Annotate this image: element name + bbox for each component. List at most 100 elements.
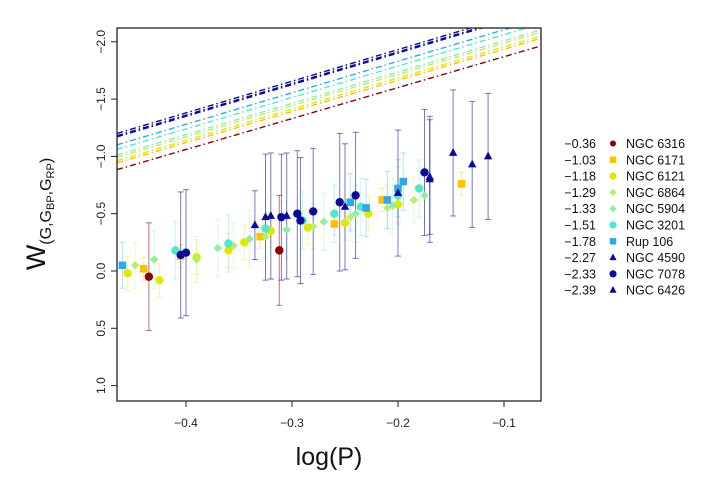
data-point bbox=[275, 246, 284, 255]
data-point bbox=[330, 220, 339, 228]
y-axis: −2.0 −1.5 −1.0 −0.5 0.0 0.5 1.0 bbox=[94, 30, 117, 394]
data-point bbox=[139, 264, 148, 273]
fit-line bbox=[117, 28, 513, 146]
legend-label: NGC 6171 bbox=[626, 153, 685, 167]
y-axis-title: W(G,GBP,GRP) bbox=[21, 158, 57, 270]
legend-metallicity: −2.27 bbox=[564, 251, 596, 265]
data-point bbox=[409, 195, 419, 205]
legend-metallicity: −1.33 bbox=[564, 202, 596, 216]
data-point bbox=[293, 209, 302, 218]
data-point bbox=[144, 272, 154, 281]
legend-metallicity: −1.18 bbox=[564, 170, 596, 184]
legend-item: −2.33 NGC 7078 bbox=[564, 267, 685, 281]
data-point bbox=[282, 225, 291, 234]
data-point bbox=[420, 191, 429, 200]
legend-marker-icon bbox=[609, 205, 617, 213]
legend-marker-icon bbox=[609, 172, 617, 180]
data-point bbox=[130, 261, 140, 270]
legend-marker-icon bbox=[609, 238, 617, 245]
data-point bbox=[266, 211, 275, 219]
data-point bbox=[383, 203, 392, 213]
fit-line bbox=[117, 28, 473, 135]
y-tick-label: −1.5 bbox=[94, 87, 108, 111]
y-tick-label: −1.0 bbox=[94, 144, 108, 168]
legend-label: NGC 7078 bbox=[626, 267, 685, 281]
fit-line bbox=[117, 45, 541, 171]
data-point bbox=[383, 196, 392, 204]
legend-item: −1.03 NGC 6171 bbox=[564, 153, 685, 167]
data-points bbox=[118, 148, 493, 285]
data-point bbox=[340, 201, 350, 210]
data-point bbox=[393, 188, 403, 197]
fit-line bbox=[117, 28, 485, 138]
legend-label: NGC 6864 bbox=[626, 186, 685, 200]
data-point bbox=[245, 234, 254, 244]
data-point bbox=[309, 222, 318, 231]
legend-metallicity: −2.33 bbox=[564, 267, 596, 281]
legend-label: NGC 6316 bbox=[626, 137, 685, 151]
data-point bbox=[415, 184, 424, 193]
data-point bbox=[483, 151, 493, 160]
data-point bbox=[256, 232, 264, 241]
data-point bbox=[457, 180, 466, 188]
fit-lines bbox=[117, 28, 541, 171]
data-point bbox=[309, 207, 318, 216]
legend-metallicity: −0.36 bbox=[564, 137, 596, 151]
x-tick-label: −0.3 bbox=[280, 416, 304, 430]
data-point bbox=[330, 209, 339, 218]
data-point bbox=[335, 198, 344, 207]
legend: −0.36 NGC 6316−1.03 NGC 6171−1.18 NGC 6121−… bbox=[564, 137, 685, 298]
y-tick-label: −0.5 bbox=[94, 202, 108, 226]
data-point bbox=[192, 255, 201, 264]
plot-frame bbox=[116, 27, 542, 402]
data-point bbox=[448, 148, 458, 156]
x-tick-label: −0.4 bbox=[174, 416, 198, 430]
legend-marker-icon bbox=[609, 253, 617, 261]
fit-line bbox=[117, 29, 541, 156]
data-point bbox=[240, 238, 249, 247]
legend-item: −0.36 NGC 6316 bbox=[564, 137, 685, 151]
legend-marker-icon bbox=[609, 221, 617, 229]
y-tick-label: 0.5 bbox=[94, 320, 108, 337]
legend-item: −1.18 NGC 6121 bbox=[564, 170, 685, 184]
y-tick-label: −2.0 bbox=[94, 30, 108, 54]
legend-marker-icon bbox=[609, 270, 617, 278]
data-point bbox=[150, 255, 159, 264]
legend-metallicity: −2.39 bbox=[564, 284, 596, 298]
legend-marker-icon bbox=[610, 140, 616, 147]
legend-item: −1.33 NGC 5904 bbox=[564, 202, 685, 216]
data-point bbox=[399, 177, 408, 186]
data-point bbox=[319, 217, 328, 226]
x-axis: −0.4 −0.3 −0.2 −0.1 bbox=[174, 401, 516, 430]
data-point bbox=[420, 168, 429, 177]
data-point bbox=[346, 212, 355, 222]
legend-label: NGC 5904 bbox=[626, 202, 685, 216]
data-point bbox=[362, 204, 370, 212]
data-point bbox=[468, 159, 477, 168]
legend-marker-icon bbox=[609, 286, 617, 293]
legend-marker-icon bbox=[609, 156, 617, 164]
fit-line bbox=[117, 31, 541, 158]
legend-metallicity: −1.51 bbox=[564, 219, 596, 233]
data-point bbox=[425, 172, 434, 180]
data-point bbox=[224, 246, 233, 255]
svg-text:W(G,GBP,GRP): W(G,GBP,GRP) bbox=[21, 158, 57, 270]
data-point bbox=[351, 209, 360, 218]
legend-label: NGC 3201 bbox=[626, 219, 685, 233]
legend-item: −1.78 Rup 106 bbox=[564, 235, 673, 249]
data-point bbox=[213, 243, 222, 253]
data-point bbox=[261, 232, 270, 241]
fit-line bbox=[117, 28, 481, 137]
fit-line bbox=[117, 35, 541, 162]
x-tick-label: −0.1 bbox=[492, 416, 516, 430]
data-point bbox=[250, 220, 260, 229]
legend-metallicity: −1.29 bbox=[564, 186, 596, 200]
data-point bbox=[261, 224, 270, 233]
x-tick-label: −0.2 bbox=[386, 416, 410, 430]
legend-metallicity: −1.03 bbox=[564, 153, 596, 167]
x-axis-title: log(P) bbox=[296, 443, 363, 471]
data-point bbox=[123, 269, 132, 278]
legend-item: −1.51 NGC 3201 bbox=[564, 219, 685, 233]
data-point bbox=[351, 191, 360, 200]
legend-label: NGC 6426 bbox=[626, 284, 685, 298]
